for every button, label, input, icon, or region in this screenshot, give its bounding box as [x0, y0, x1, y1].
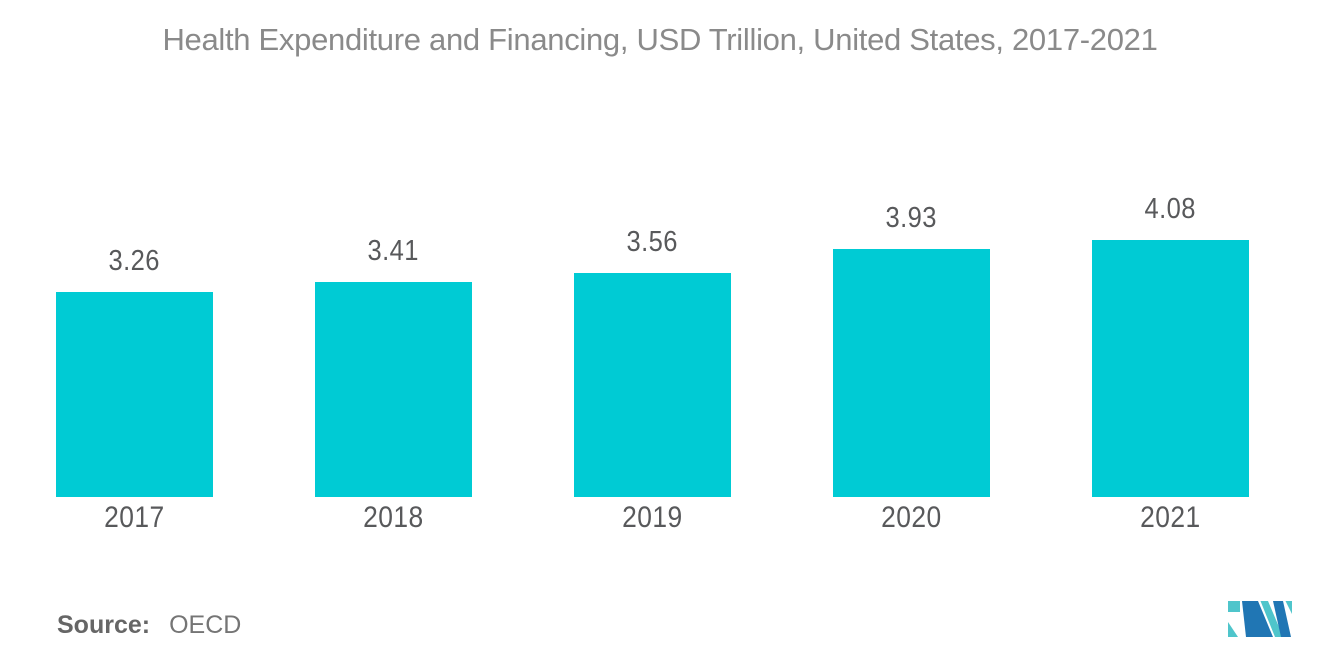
- x-axis-tick-label: 2018: [363, 501, 424, 534]
- x-axis-tick-label: 2020: [881, 501, 942, 534]
- source-value: OECD: [169, 611, 242, 639]
- x-axis-tick-label: 2021: [1140, 501, 1201, 534]
- bar: [574, 273, 731, 497]
- source-row: Source: OECD: [57, 611, 241, 640]
- bar: [833, 249, 990, 497]
- bar: [56, 292, 213, 497]
- plot-area: 3.26 2017 3.41 2018 3.56 2019 3.93 2020 4.08 2021: [5, 0, 1300, 535]
- bar-group: 3.26 2017: [5, 245, 264, 535]
- x-axis-tick-label: 2017: [104, 501, 165, 534]
- source-label: Source:: [57, 611, 151, 639]
- bar-value-label: 3.56: [626, 226, 679, 258]
- chart-title: Health Expenditure and Financing, USD Tr…: [162, 22, 1158, 57]
- bar: [1092, 240, 1249, 497]
- bar-group: 3.56 2019: [523, 226, 782, 535]
- bar-value-label: 3.41: [367, 235, 420, 267]
- bar-value-label: 3.26: [108, 245, 161, 277]
- bar-value-label: 4.08: [1144, 193, 1197, 225]
- bar-group: 4.08 2021: [1041, 193, 1300, 535]
- mordor-intelligence-logo: [1228, 601, 1292, 637]
- bar-group: 3.93 2020: [782, 202, 1041, 535]
- x-axis-tick-label: 2019: [622, 501, 683, 534]
- bar-value-label: 3.93: [885, 202, 938, 234]
- bar: [315, 282, 472, 497]
- bar-group: 3.41 2018: [264, 235, 523, 535]
